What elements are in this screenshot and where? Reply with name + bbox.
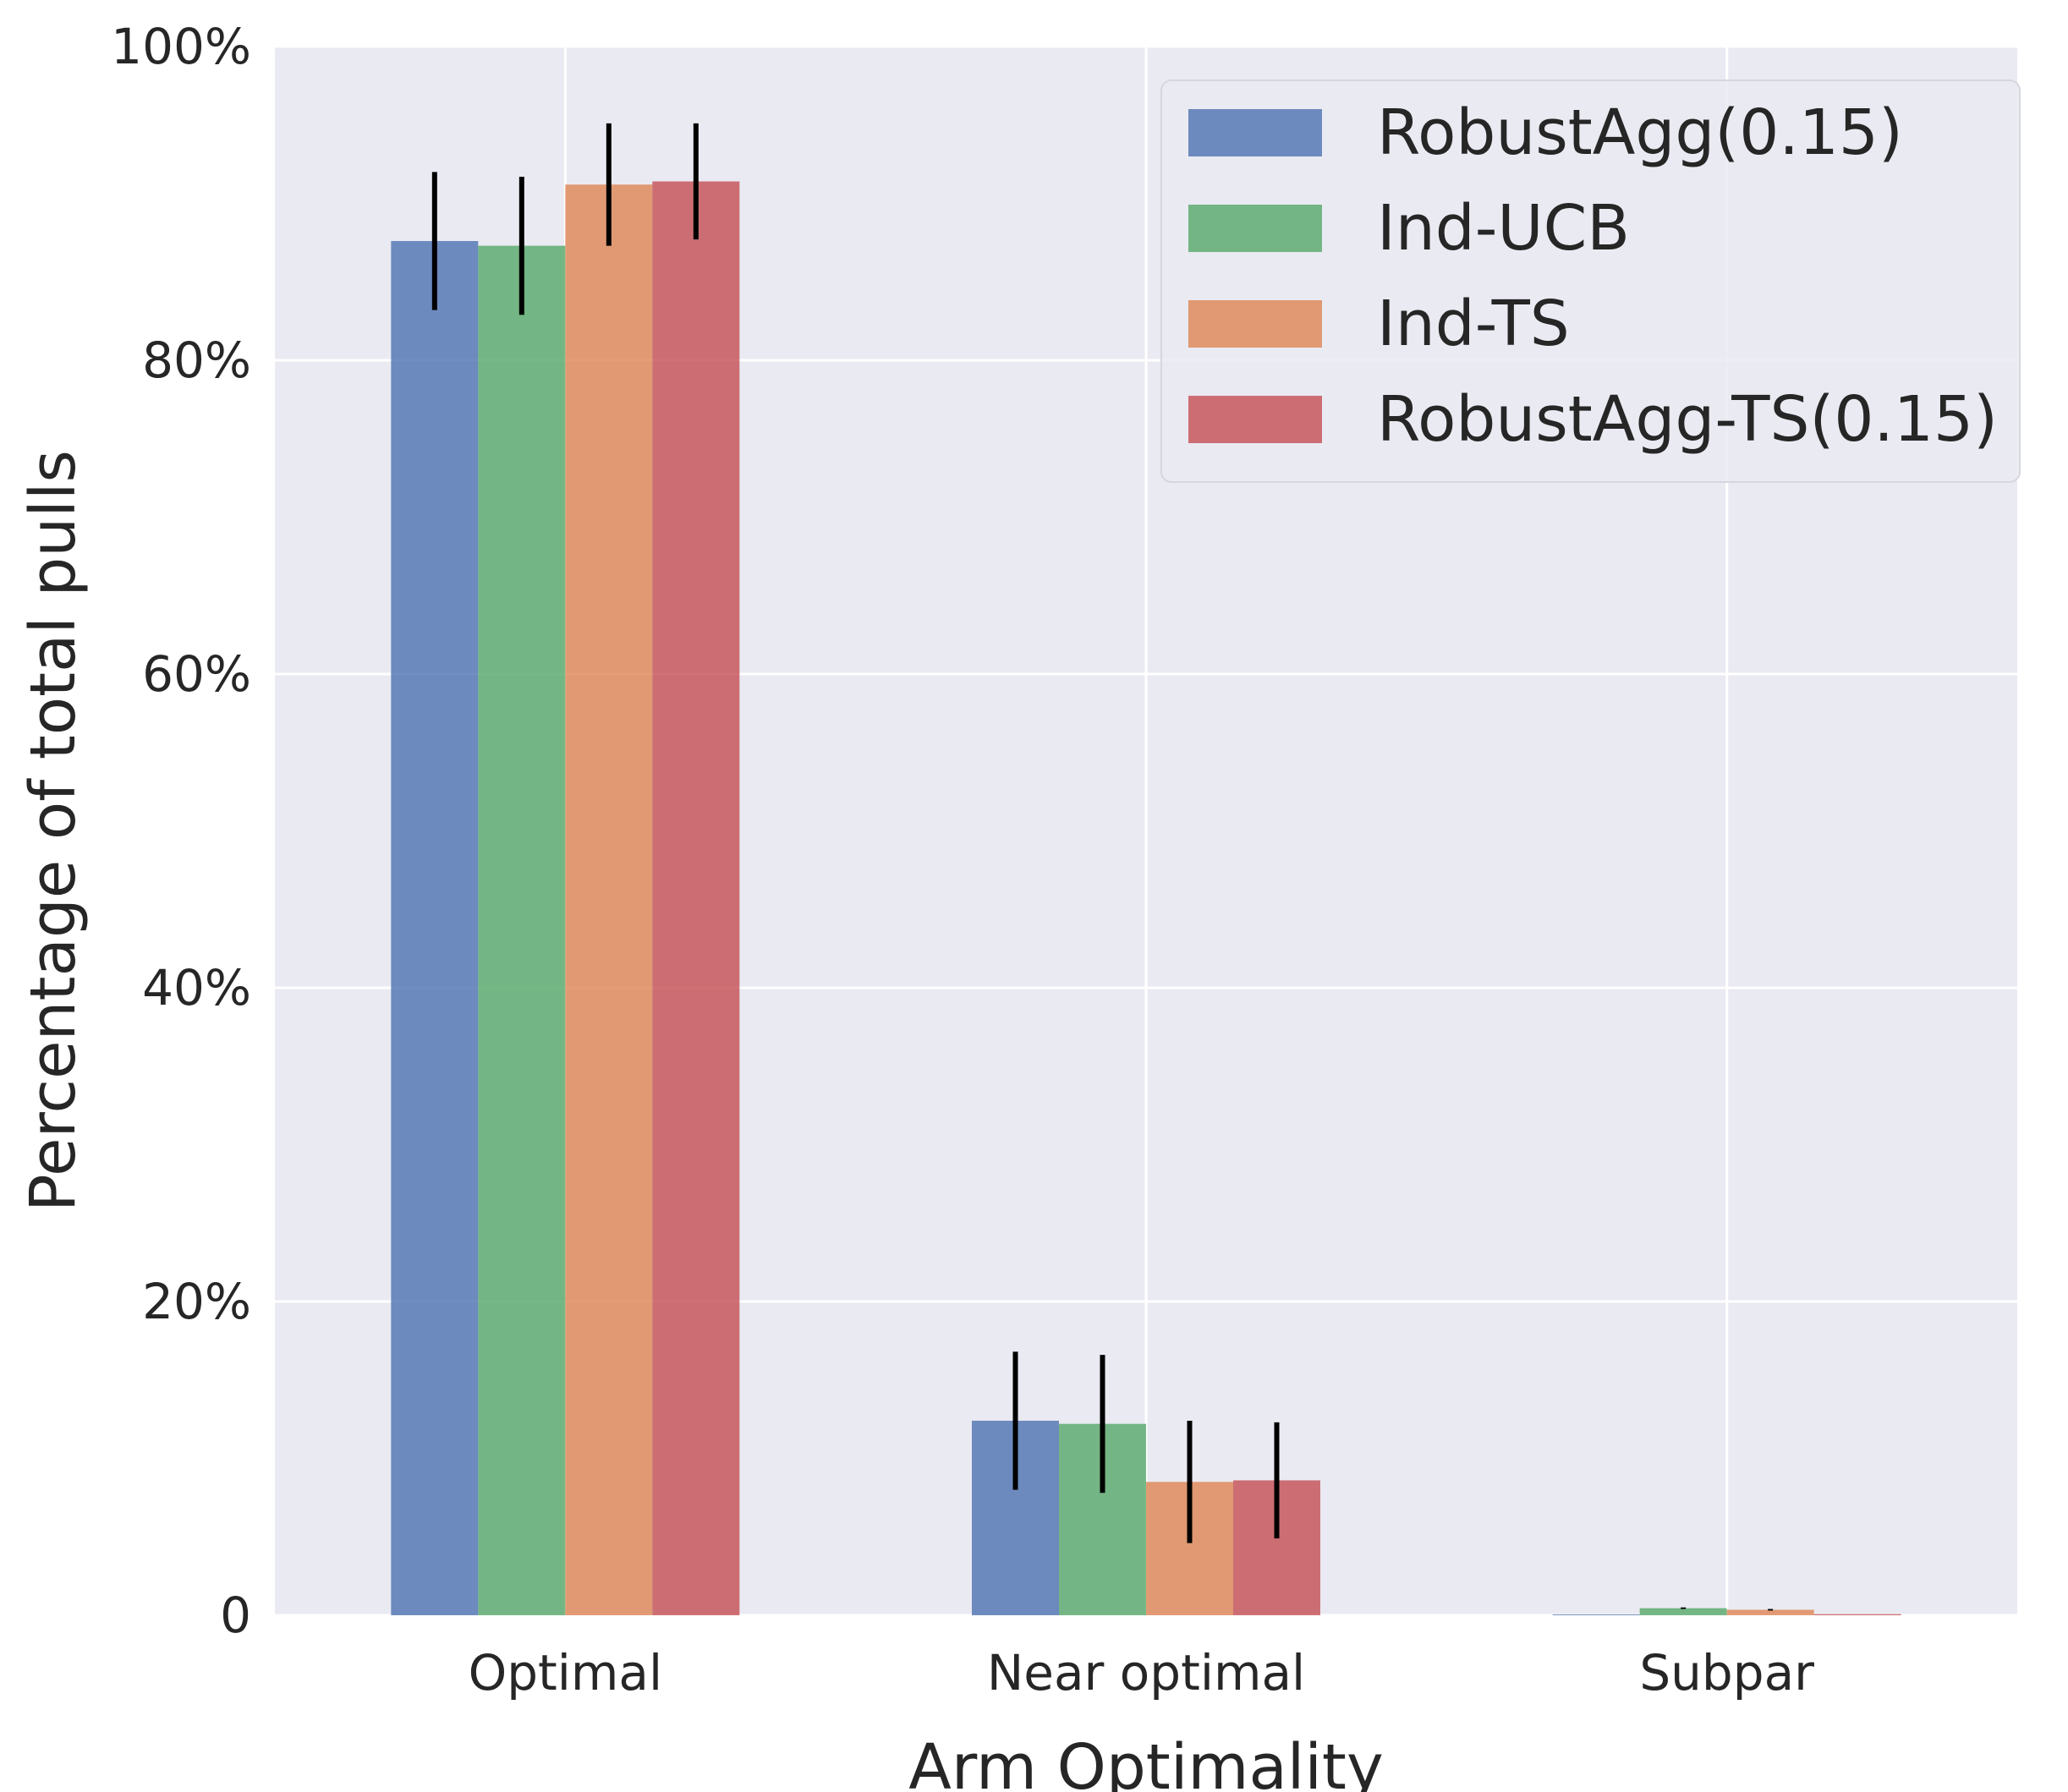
x-axis-ticks: Optimal Near optimal Subpar bbox=[469, 1644, 1815, 1702]
bar bbox=[1552, 1614, 1640, 1615]
y-tick-label: 80% bbox=[142, 332, 251, 389]
y-axis-label: Percentage of total pulls bbox=[17, 450, 90, 1212]
bar bbox=[652, 181, 740, 1615]
x-tick-label: Optimal bbox=[469, 1644, 662, 1702]
legend-swatch bbox=[1188, 205, 1322, 252]
legend-label: RobustAgg(0.15) bbox=[1377, 96, 1903, 169]
legend: RobustAgg(0.15) Ind-UCB Ind-TS RobustAgg-TS… bbox=[1160, 79, 2021, 483]
y-axis-ticks: 0 20% 40% 60% 80% 100% bbox=[111, 18, 251, 1644]
y-tick-label: 60% bbox=[142, 645, 251, 703]
error-bars-group bbox=[431, 123, 1774, 1611]
bar bbox=[565, 184, 653, 1616]
legend-label: RobustAgg-TS(0.15) bbox=[1377, 383, 1998, 456]
legend-swatch bbox=[1188, 396, 1322, 443]
x-tick-label: Near optimal bbox=[987, 1644, 1305, 1702]
legend-label: Ind-UCB bbox=[1377, 192, 1630, 265]
x-axis-label: Arm Optimality bbox=[908, 1731, 1384, 1792]
bar bbox=[1813, 1614, 1901, 1615]
bars-group bbox=[391, 181, 1901, 1616]
y-tick-label: 40% bbox=[142, 959, 251, 1017]
legend-label: Ind-TS bbox=[1377, 288, 1570, 360]
legend-swatch bbox=[1188, 300, 1322, 348]
x-tick-label: Subpar bbox=[1639, 1644, 1814, 1702]
bar bbox=[478, 245, 566, 1616]
bar bbox=[1639, 1608, 1727, 1615]
legend-box bbox=[1160, 79, 2021, 483]
bar bbox=[391, 241, 479, 1615]
bar bbox=[1726, 1609, 1814, 1615]
y-tick-label: 0 bbox=[220, 1586, 251, 1644]
y-tick-label: 20% bbox=[142, 1273, 251, 1330]
y-tick-label: 100% bbox=[111, 18, 251, 75]
legend-swatch bbox=[1188, 109, 1322, 156]
